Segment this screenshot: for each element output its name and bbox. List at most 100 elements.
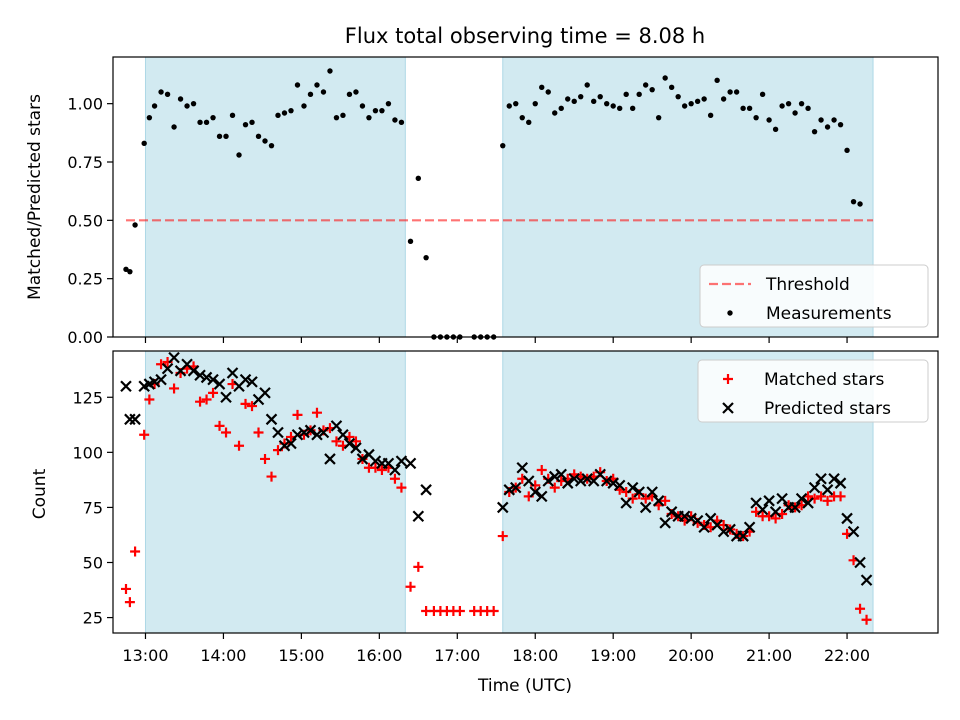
measurement-point (779, 103, 785, 109)
measurement-point (591, 98, 597, 105)
measurement-point (177, 96, 184, 102)
matched-star-point (201, 394, 212, 405)
measurement-point (766, 117, 772, 123)
legend: Matched stars Predicted stars (697, 359, 929, 423)
measurement-point (255, 133, 262, 140)
matched-star-point (376, 464, 387, 475)
measurement-point (392, 117, 398, 123)
predicted-star-point (259, 387, 271, 399)
predicted-star-point (607, 477, 619, 489)
measurement-point (398, 119, 405, 126)
predicted-star-point (834, 477, 847, 489)
measurement-point (681, 103, 688, 109)
predicted-star-point (568, 473, 580, 485)
chart-title: Flux total observing time = 8.08 h (345, 24, 705, 48)
matched-star-point (139, 429, 150, 440)
predicted-star-point (860, 574, 873, 586)
measurement-point (759, 91, 766, 98)
measurement-point (616, 105, 623, 112)
count-panel-y-axis-label: Count (30, 468, 50, 519)
predicted-star-point (535, 490, 548, 503)
predicted-star-point (841, 512, 853, 525)
measurement-point (565, 96, 571, 102)
measurement-point (314, 82, 320, 88)
predicted-star-point (600, 475, 613, 487)
predicted-star-point (503, 484, 516, 496)
measurement-point (798, 100, 805, 107)
matched-star-point (240, 398, 251, 409)
predicted-star-point (350, 442, 362, 454)
matched-star-point (260, 453, 271, 464)
measurement-point (844, 147, 850, 154)
measurement-point (831, 117, 837, 123)
matched-star-point (396, 482, 407, 493)
legend-label: Predicted stars (764, 399, 891, 419)
legend-predicted-swatch (722, 402, 734, 414)
measurement-point (655, 114, 662, 121)
measurement-point (203, 119, 210, 126)
predicted-star-point (404, 457, 417, 470)
predicted-star-point (769, 506, 782, 518)
measurement-point (242, 121, 249, 128)
measurement-point (727, 89, 733, 95)
predicted-star-point (509, 481, 522, 494)
measurement-point (519, 114, 525, 121)
measurement-point (649, 86, 655, 93)
predicted-star-point (646, 486, 658, 498)
measurement-point (805, 105, 811, 112)
matched-star-point (816, 491, 827, 502)
measurement-point (571, 98, 577, 105)
measurement-point (164, 91, 171, 98)
measurement-point (772, 126, 779, 133)
measurement-point (288, 107, 294, 114)
predicted-star-point (161, 362, 174, 375)
y-tick-label: 50 (83, 554, 103, 573)
measurement-point (753, 114, 759, 121)
measurement-point (597, 93, 603, 100)
predicted-star-point (743, 521, 756, 534)
predicted-star-point (522, 475, 535, 487)
matched-star-point (247, 401, 258, 412)
plot-frame (112, 350, 939, 634)
predicted-star-point (613, 479, 626, 492)
measurement-point (746, 105, 753, 112)
predicted-star-point (626, 481, 639, 494)
predicted-star-point (213, 378, 226, 390)
matched-star-point (405, 581, 416, 592)
measurement-point (190, 100, 197, 107)
predicted-star-point (246, 376, 258, 388)
predicted-star-point (828, 473, 840, 485)
measurement-point (146, 114, 153, 121)
measurement-point (423, 254, 429, 261)
predicted-star-point (304, 424, 317, 437)
measurement-point (558, 105, 564, 112)
predicted-star-point (542, 475, 555, 487)
predicted-star-point (194, 369, 206, 382)
measurement-point (275, 112, 281, 119)
measurement-point (281, 110, 288, 116)
predicted-star-point (678, 510, 691, 523)
measurement-point (249, 119, 255, 126)
measurement-point (584, 82, 590, 88)
measurement-point (837, 121, 844, 128)
predicted-star-point (659, 517, 671, 529)
measurement-point (346, 91, 353, 98)
measurement-point (675, 93, 681, 100)
predicted-star-point (285, 437, 297, 450)
measurement-point (694, 98, 701, 105)
measurement-point (720, 96, 727, 102)
predicted-star-point (200, 371, 213, 384)
predicted-star-point (278, 439, 291, 452)
matched-star-point (331, 436, 342, 447)
measurement-point (236, 152, 242, 158)
y-tick-label: 0.00 (67, 328, 103, 347)
matched-star-point (488, 605, 499, 616)
predicted-star-point (639, 501, 652, 514)
matched-star-point (221, 427, 232, 438)
measurement-point (184, 103, 190, 109)
predicted-star-point (148, 376, 161, 388)
measurement-point (513, 100, 519, 107)
series-x (120, 351, 873, 586)
measurement-point (578, 93, 584, 100)
predicted-star-point (343, 437, 356, 450)
